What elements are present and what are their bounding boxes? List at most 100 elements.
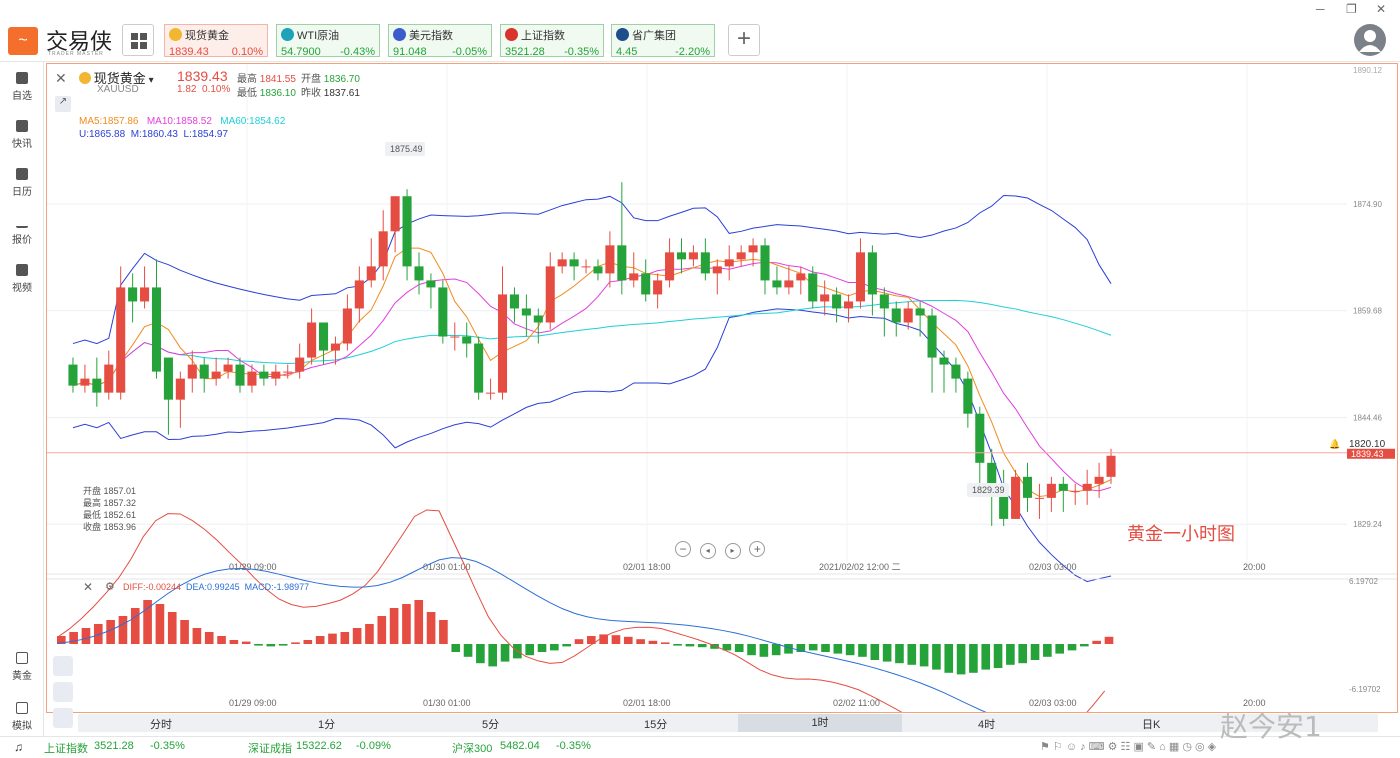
macd-bar (895, 644, 904, 664)
ticker-icon (169, 28, 182, 41)
zoom-in-icon[interactable]: + (749, 541, 766, 557)
macd-bar (81, 628, 91, 644)
candle-body (1058, 483, 1068, 491)
candle-body (700, 252, 710, 274)
x-axis-label: 01/29 09:00 (229, 562, 277, 572)
sidebar-item-watchlist[interactable]: 自选 (0, 72, 44, 102)
macd-close-icon[interactable]: ✕ (83, 580, 94, 594)
candle-body (653, 280, 663, 295)
user-avatar[interactable] (1354, 24, 1386, 56)
sidebar-item-quotes[interactable]: 报价 (0, 216, 44, 246)
candle-body (820, 294, 830, 302)
candle-body (68, 364, 78, 386)
close-icon[interactable]: ✕ (1376, 2, 1387, 16)
candle-body (295, 357, 305, 372)
sidebar-item-gold[interactable]: 黄金 (0, 652, 44, 682)
ma-legend: MA5:1857.86 MA10:1858.52 MA60:1854.62 (79, 116, 286, 127)
macd-bar (143, 600, 152, 644)
ma60-line (72, 299, 1112, 387)
indicator-icon[interactable] (53, 708, 73, 728)
chart-canvas[interactable]: 1874.90 1859.68 1844.46 1829.24 1890.12 1839.… (47, 64, 1397, 712)
candle-body (641, 273, 651, 295)
candle-body (939, 357, 949, 365)
candle-body (1094, 476, 1104, 484)
ticker-card[interactable]: 上证指数 3521.28 -0.35% (500, 24, 604, 58)
zoom-out-icon[interactable]: − (675, 541, 691, 557)
tab-4h[interactable]: 4时 (978, 719, 996, 731)
tab-1h[interactable]: 1时 (738, 714, 902, 732)
candle-body (271, 371, 281, 379)
tab-5min[interactable]: 5分 (482, 719, 500, 731)
y-axis-label: 1859.68 (1353, 307, 1382, 316)
boll-legend: U:1865.88 M:1860.43 L:1854.97 (79, 129, 229, 140)
sidebar-item-simulate[interactable]: 模拟 (0, 702, 44, 732)
top-bar: ~ 交易侠 TRADER MASTER 现货黄金 1839.43 0.10% WTI原… (0, 0, 1400, 62)
alert-box (1345, 436, 1395, 449)
chart-close-icon[interactable]: ✕ (55, 70, 67, 86)
pen-icon[interactable] (53, 682, 73, 702)
candle-body (128, 287, 138, 302)
step-back-icon[interactable]: ◂ (699, 543, 716, 559)
boll-lower-line (72, 308, 1112, 583)
sidebar-item-video[interactable]: 视频 (0, 264, 44, 294)
candle-body (712, 266, 722, 274)
minimize-icon[interactable]: ─ (1316, 2, 1325, 16)
ticker-change: -2.20% (675, 46, 710, 58)
ticker-card[interactable]: 美元指数 91.048 -0.05% (388, 24, 492, 58)
restore-icon[interactable]: ❐ (1346, 2, 1357, 16)
status-index-name[interactable]: 深证成指 (248, 743, 292, 755)
macd-bar (1092, 640, 1101, 644)
candle-body (724, 259, 734, 267)
add-ticker-button[interactable]: + (728, 24, 760, 56)
macd-bar (870, 644, 880, 660)
candle-body (569, 259, 579, 267)
candle-body (605, 245, 615, 274)
candle-body (1011, 476, 1021, 519)
candle-body (1106, 455, 1116, 477)
ticker-card[interactable]: WTI原油 54.7900 -0.43% (276, 24, 380, 58)
candle-body (581, 266, 591, 268)
sidebar-item-news[interactable]: 快讯 (0, 120, 44, 150)
tab-1min[interactable]: 1分 (318, 719, 336, 731)
tab-15min[interactable]: 15分 (644, 719, 668, 731)
chart-annotation: 黄金一小时图 (1127, 524, 1235, 545)
macd-bar (722, 644, 732, 651)
dropdown-chevron-icon[interactable]: ▾ (148, 75, 154, 86)
left-sidebar: 自选 快讯 日历 报价 视频 黄金 模拟 (0, 62, 44, 736)
macd-bar (69, 632, 78, 644)
high-callout-label: 1875.49 (390, 144, 423, 154)
candle-body (1082, 483, 1092, 491)
status-index-name[interactable]: 沪深300 (452, 743, 493, 755)
status-index-name[interactable]: 上证指数 (44, 743, 88, 755)
symbol-name[interactable]: 现货黄金 (93, 71, 146, 86)
macd-bar (771, 644, 781, 656)
tray-icons[interactable]: ⚑ ⚐ ☺ ♪ ⌨ ⚙ ☷ ▣ ✎ ⌂ ▦ ◷ ◎ ◈ (1040, 741, 1217, 753)
macd-bar (217, 636, 226, 644)
macd-bar (488, 644, 498, 667)
candle-body (163, 357, 173, 400)
grid-menu-button[interactable] (122, 24, 154, 56)
ticker-card[interactable]: 省广集团 4.45 -2.20% (611, 24, 715, 58)
candle-body (593, 266, 603, 274)
tab-time-share[interactable]: 分时 (150, 719, 172, 731)
candle-body (676, 252, 687, 260)
chart-draw-icon[interactable]: ↗ (55, 96, 71, 112)
macd-bar (167, 612, 177, 644)
macd-bar (315, 636, 325, 644)
macd-bar (500, 644, 510, 662)
ticker-change: -0.35% (564, 46, 599, 58)
ticker-card[interactable]: 现货黄金 1839.43 0.10% (164, 24, 268, 58)
tab-daily[interactable]: 日K (1142, 719, 1161, 731)
headset-icon[interactable]: ♫ (14, 740, 23, 754)
sidebar-item-calendar[interactable]: 日历 (0, 168, 44, 198)
candle-toggle-icon[interactable] (53, 656, 73, 676)
candle-body (688, 252, 698, 260)
ticker-icon (393, 28, 406, 41)
macd-settings-icon[interactable]: ⚙ (105, 581, 115, 593)
zoom-controls: − ◂ ▸ + (675, 541, 766, 559)
x-axis-label: 20:00 (1243, 562, 1266, 572)
candle-body (521, 308, 531, 316)
step-forward-icon[interactable]: ▸ (724, 543, 741, 559)
candle-body (832, 294, 842, 309)
candle-body (175, 378, 185, 400)
